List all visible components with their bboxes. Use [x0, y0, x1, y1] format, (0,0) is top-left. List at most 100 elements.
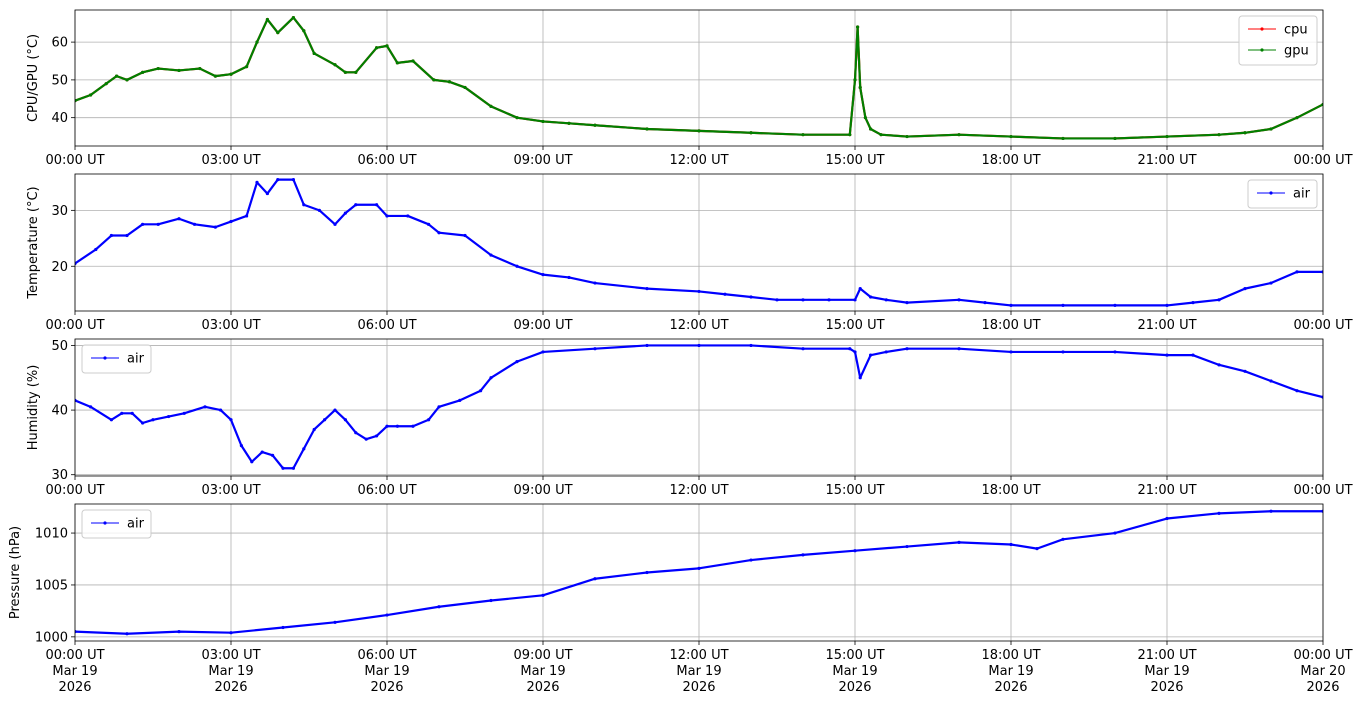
data-point — [354, 203, 358, 207]
data-point — [343, 418, 347, 422]
data-point — [302, 29, 306, 33]
x-tick-label: 00:00 UT — [1293, 318, 1352, 333]
y-axis-label: Humidity (%) — [26, 365, 41, 451]
x-tick-label: 03:00 UT — [201, 153, 260, 168]
x-tick-label: 21:00 UT — [1137, 318, 1196, 333]
data-point — [858, 287, 862, 291]
data-point — [354, 70, 358, 74]
data-point — [515, 360, 519, 364]
data-point — [1061, 537, 1065, 541]
data-point — [364, 437, 368, 441]
series-air — [75, 343, 1323, 470]
data-point — [801, 133, 805, 137]
data-point — [255, 40, 259, 44]
data-point — [437, 405, 441, 409]
legend-marker — [1269, 191, 1273, 195]
data-point — [94, 247, 98, 252]
x-tick-label: 12:00 UT — [669, 153, 728, 168]
y-tick-label: 50 — [51, 339, 68, 354]
data-point — [156, 66, 160, 71]
axes-frame — [74, 9, 1324, 147]
data-point — [1113, 136, 1117, 141]
data-point — [1035, 547, 1039, 551]
data-point — [541, 119, 545, 124]
axes-frame — [74, 338, 1324, 477]
data-point — [354, 431, 358, 435]
data-point — [203, 405, 207, 409]
x-tick-label: 15:00 UT Mar 19 2026 — [825, 648, 884, 695]
x-tick-label: 12:00 UT — [669, 483, 728, 498]
data-point — [884, 350, 888, 354]
data-point — [406, 214, 410, 218]
subplot-2: 00:00 UT 03:00 UT 06:00 UT 09:00 UT 12:00 UT… — [26, 173, 1353, 333]
data-point — [479, 389, 483, 393]
data-point — [905, 544, 909, 549]
data-point — [1009, 350, 1013, 354]
data-point — [239, 444, 243, 448]
data-point — [1165, 516, 1169, 521]
legend-marker — [1260, 48, 1264, 52]
data-point — [827, 298, 831, 302]
x-tick-label: 18:00 UT — [981, 153, 1040, 168]
data-point — [1295, 116, 1299, 120]
data-point — [276, 177, 280, 182]
data-point — [109, 233, 113, 238]
data-point — [957, 540, 961, 545]
data-point — [427, 418, 431, 422]
data-point — [749, 343, 753, 348]
data-point — [141, 222, 145, 226]
legend: air — [1247, 179, 1318, 209]
data-point — [1061, 136, 1065, 141]
data-point — [245, 65, 249, 69]
y-tick-label: 1000 — [35, 630, 68, 645]
data-point — [177, 630, 181, 634]
data-point — [1217, 133, 1221, 137]
data-point — [869, 295, 873, 299]
data-point — [395, 424, 399, 428]
data-point — [905, 134, 909, 139]
x-tick-label: 06:00 UT — [357, 153, 416, 168]
x-tick-label: 09:00 UT Mar 19 2026 — [513, 648, 572, 695]
legend-box — [1247, 179, 1318, 209]
series-line — [75, 510, 1323, 635]
data-point — [333, 620, 337, 624]
data-point — [957, 298, 961, 302]
y-tick-label: 1005 — [35, 578, 68, 593]
data-point — [1217, 298, 1221, 302]
data-point — [1217, 363, 1221, 367]
data-point — [515, 116, 519, 120]
data-point — [317, 208, 321, 212]
data-point — [104, 82, 108, 86]
data-point — [120, 411, 124, 415]
data-point — [858, 376, 862, 380]
data-point — [869, 353, 873, 357]
data-point — [856, 25, 860, 29]
x-tick-label: 09:00 UT — [513, 483, 572, 498]
data-point — [265, 191, 269, 196]
data-point — [302, 203, 306, 207]
data-point — [1009, 134, 1013, 139]
data-point — [1061, 350, 1065, 354]
data-point — [983, 301, 987, 305]
data-point — [541, 273, 545, 277]
data-point — [869, 127, 873, 131]
data-point — [645, 127, 649, 131]
data-point — [385, 214, 389, 218]
x-tick-label: 00:00 UT — [45, 153, 104, 168]
data-point — [1009, 303, 1013, 308]
x-tick-label: 21:00 UT Mar 19 2026 — [1137, 648, 1196, 695]
data-point — [198, 66, 202, 71]
data-point — [1061, 303, 1065, 308]
data-point — [645, 343, 649, 348]
data-point — [1113, 303, 1117, 308]
data-point — [312, 427, 316, 432]
data-point — [1269, 127, 1273, 131]
data-point — [213, 74, 217, 78]
data-point — [343, 211, 347, 215]
data-point — [151, 418, 155, 422]
legend: cpu gpu — [1238, 15, 1318, 66]
data-point — [229, 418, 233, 422]
data-point — [245, 214, 249, 218]
data-point — [697, 343, 701, 348]
data-point — [291, 177, 295, 182]
